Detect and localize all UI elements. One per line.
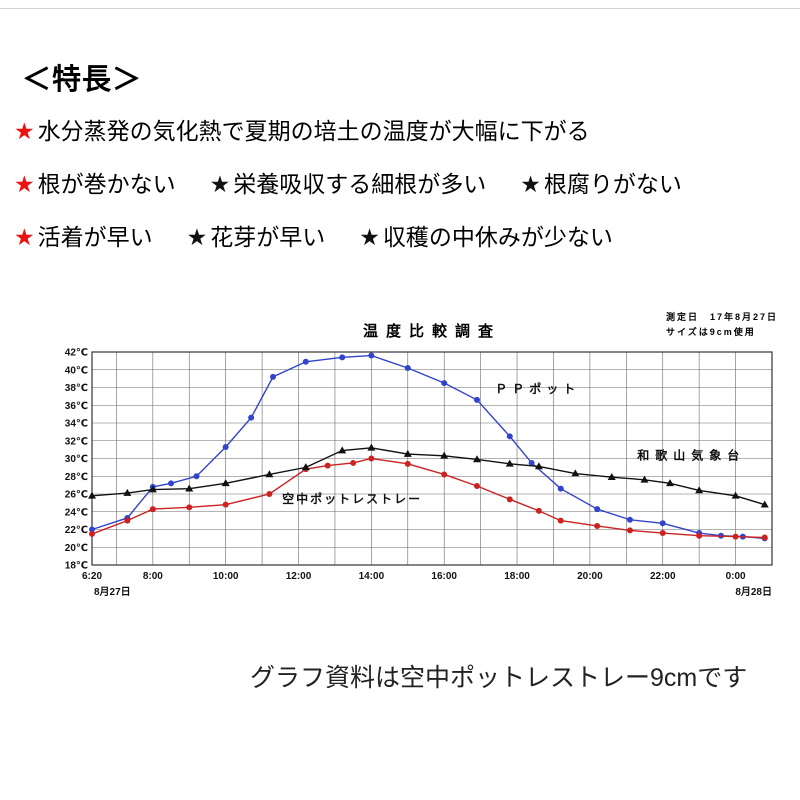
svg-text:42℃: 42℃ bbox=[65, 348, 88, 359]
plot-frame bbox=[91, 351, 773, 566]
svg-text:18℃: 18℃ bbox=[65, 561, 88, 572]
svg-text:8月28日: 8月28日 bbox=[735, 586, 772, 598]
chart-note-line: 測定日 17年8月27日 bbox=[665, 312, 778, 322]
star-icon: ★ bbox=[520, 171, 541, 197]
chart-notes: 測定日 17年8月27日 サイズは9cm使用 bbox=[666, 310, 778, 341]
svg-text:36℃: 36℃ bbox=[65, 401, 88, 412]
svg-text:8:00: 8:00 bbox=[143, 571, 163, 582]
svg-text:38℃: 38℃ bbox=[65, 383, 88, 394]
series-2 bbox=[88, 443, 769, 508]
svg-text:20:00: 20:00 bbox=[577, 571, 603, 582]
svg-text:18:00: 18:00 bbox=[504, 571, 530, 582]
features-list: ★ 水分蒸発の気化熱で夏期の培土の温度が大幅に下がる ★ 根が巻かない ★ 栄養吸収する細… bbox=[14, 112, 794, 271]
svg-text:0:00: 0:00 bbox=[726, 571, 746, 582]
svg-text:6:20: 6:20 bbox=[82, 571, 102, 582]
feature-text: 花芽が早い bbox=[210, 224, 326, 250]
y-axis-labels: 18℃ 20℃ 22℃ 24℃ 26℃ 28℃ 30℃ 32℃ 34℃ 36℃ 38℃ 40℃ 42℃ bbox=[65, 348, 88, 572]
date-labels: 8月27日 8月28日 bbox=[94, 586, 772, 598]
chart-note-line: サイズは9cm使用 bbox=[665, 327, 756, 338]
star-icon: ★ bbox=[14, 171, 35, 197]
feature-item: ★ 収穫の中休みが少ない bbox=[359, 224, 613, 250]
svg-text:14:00: 14:00 bbox=[359, 571, 385, 582]
svg-text:32℃: 32℃ bbox=[65, 436, 88, 447]
svg-text:和歌山気象台: 和歌山気象台 bbox=[636, 447, 745, 462]
svg-text:10:00: 10:00 bbox=[213, 571, 239, 582]
svg-text:24℃: 24℃ bbox=[65, 507, 88, 518]
star-icon: ★ bbox=[209, 171, 231, 197]
feature-text: 収穫の中休みが少ない bbox=[382, 224, 613, 250]
svg-text:16:00: 16:00 bbox=[431, 571, 457, 582]
feature-item: ★ 花芽が早い bbox=[187, 224, 326, 250]
x-axis-labels: 6:20 8:00 10:00 12:00 14:00 16:00 18:00 20:00 22… bbox=[82, 571, 746, 582]
feature-line: ★ 活着が早い ★ 花芽が早い ★ 収穫の中休みが少ない bbox=[14, 218, 794, 252]
feature-text: 根腐りがない bbox=[543, 171, 682, 197]
series-1 bbox=[89, 455, 768, 541]
feature-item: ★ 栄養吸収する細根が多い bbox=[210, 171, 487, 197]
star-icon: ★ bbox=[14, 224, 35, 250]
feature-item: ★ 根が巻かない bbox=[14, 171, 176, 197]
svg-text:22:00: 22:00 bbox=[650, 571, 676, 582]
series-0 bbox=[89, 352, 768, 542]
svg-text:12:00: 12:00 bbox=[286, 571, 312, 582]
feature-line: ★ 根が巻かない ★ 栄養吸収する細根が多い ★ 根腐りがない bbox=[14, 165, 794, 199]
svg-text:30℃: 30℃ bbox=[65, 454, 88, 465]
svg-text:26℃: 26℃ bbox=[65, 490, 88, 501]
feature-item: ★ 活着が早い bbox=[14, 224, 153, 250]
svg-text:20℃: 20℃ bbox=[65, 543, 88, 554]
top-divider bbox=[0, 8, 800, 9]
chart-title: 温度比較調査 bbox=[362, 323, 501, 340]
svg-text:40℃: 40℃ bbox=[65, 365, 88, 376]
star-icon: ★ bbox=[14, 118, 35, 144]
feature-line: ★ 水分蒸発の気化熱で夏期の培土の温度が大幅に下がる bbox=[14, 112, 794, 146]
feature-text: 水分蒸発の気化熱で夏期の培土の温度が大幅に下がる bbox=[37, 118, 590, 144]
svg-text:34℃: 34℃ bbox=[65, 419, 88, 430]
svg-text:ＰＰポット: ＰＰポット bbox=[495, 381, 580, 396]
chart-plot: 18℃ 20℃ 22℃ 24℃ 26℃ 28℃ 30℃ 32℃ 34℃ 36℃ 38℃ 40℃ 42℃ 6… bbox=[65, 348, 773, 598]
feature-item: ★ 水分蒸発の気化熱で夏期の培土の温度が大幅に下がる bbox=[14, 118, 590, 144]
svg-text:8月27日: 8月27日 bbox=[94, 586, 131, 598]
feature-text: 活着が早い bbox=[37, 224, 153, 250]
feature-text: 栄養吸収する細根が多い bbox=[233, 171, 487, 197]
svg-text:28℃: 28℃ bbox=[65, 472, 88, 483]
feature-text: 根が巻かない bbox=[37, 171, 176, 197]
feature-item: ★ 根腐りがない bbox=[520, 171, 682, 197]
star-icon: ★ bbox=[186, 224, 208, 250]
bottom-caption: グラフ資料は空中ポットレストレー9cmです bbox=[250, 664, 748, 692]
temperature-chart: 温度比較調査 測定日 17年8月27日 サイズは9cm使用 18℃ 20℃ 22℃ 24… bbox=[50, 308, 780, 628]
features-title: ＜特長＞ bbox=[22, 64, 143, 96]
svg-text:空中ポットレストレー: 空中ポットレストレー bbox=[282, 491, 422, 506]
star-icon: ★ bbox=[359, 224, 380, 250]
svg-text:22℃: 22℃ bbox=[65, 525, 88, 536]
